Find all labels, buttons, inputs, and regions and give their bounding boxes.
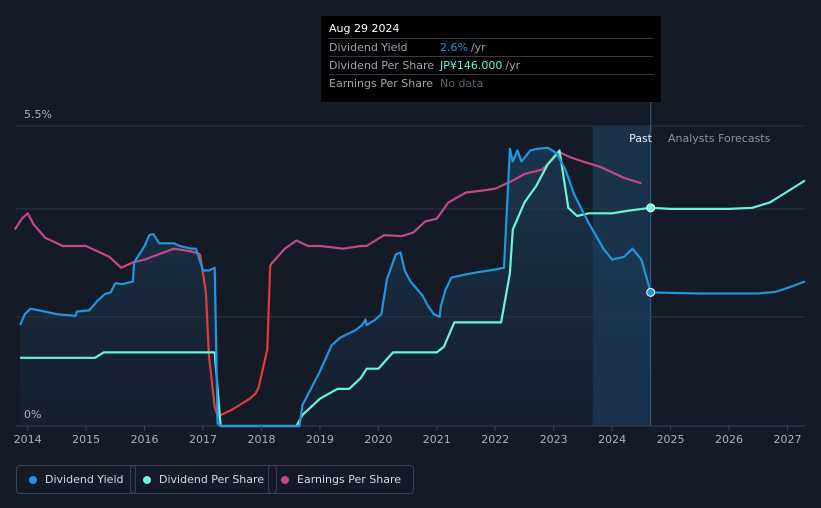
legend-label: Earnings Per Share [297, 473, 402, 486]
tooltip-value: 2.6% [440, 41, 468, 54]
legend-dividend-yield[interactable]: Dividend Yield [16, 465, 137, 494]
tooltip-row-yield: Dividend Yield 2.6% /yr [329, 38, 653, 56]
tooltip-row-eps: Earnings Per Share No data [329, 74, 653, 92]
legend-earnings-per-share[interactable]: Earnings Per Share [268, 465, 415, 494]
x-tick-label: 2023 [540, 433, 568, 446]
y-label-bottom: 0% [24, 408, 41, 421]
x-tick-label: 2018 [247, 433, 275, 446]
y-label-top: 5.5% [24, 108, 52, 121]
legend-dot-icon [281, 475, 289, 484]
earnings-per-share-line [13, 212, 201, 269]
earnings-per-share-decline-line [199, 254, 272, 418]
dividend-yield-marker [646, 287, 656, 297]
legend-label: Dividend Per Share [159, 473, 265, 486]
legend-label: Dividend Yield [45, 473, 124, 486]
x-tick-label: 2021 [423, 433, 451, 446]
x-tick-label: 2020 [364, 433, 392, 446]
tooltip-value: No data [440, 77, 484, 90]
past-label: Past [629, 132, 653, 145]
x-tick-label: 2025 [657, 433, 685, 446]
tooltip-label: Dividend Per Share [329, 59, 435, 72]
tooltip-value: JP¥146.000 [440, 59, 503, 72]
forecast-label: Analysts Forecasts [668, 132, 771, 145]
earnings-per-share-line [269, 151, 642, 266]
legend-dot-icon [143, 475, 151, 484]
x-tick-label: 2017 [189, 433, 217, 446]
tooltip-unit: /yr [470, 41, 486, 54]
x-tick-label: 2014 [14, 433, 42, 446]
x-tick-label: 2016 [131, 433, 159, 446]
dividend-per-share-marker [646, 203, 656, 213]
x-tick-label: 2022 [481, 433, 509, 446]
x-tick-label: 2026 [715, 433, 743, 446]
tooltip-unit: /yr [505, 59, 521, 72]
x-tick-label: 2027 [773, 433, 801, 446]
tooltip-row-dps: Dividend Per Share JP¥146.000 /yr [329, 56, 653, 74]
dividend-per-share-line [20, 149, 806, 428]
tooltip-label: Dividend Yield [329, 41, 408, 54]
dividend-yield-area [20, 147, 651, 427]
x-tick-label: 2024 [598, 433, 626, 446]
legend-dividend-per-share[interactable]: Dividend Per Share [130, 465, 278, 494]
legend-dot-icon [29, 475, 37, 484]
tooltip-label: Earnings Per Share [329, 77, 434, 90]
tooltip: Aug 29 2024 Dividend Yield 2.6% /yr Divi… [321, 16, 661, 102]
x-tick-label: 2019 [306, 433, 334, 446]
dividend-yield-line [19, 146, 806, 428]
x-tick-label: 2015 [72, 433, 100, 446]
tooltip-date: Aug 29 2024 [329, 22, 400, 35]
